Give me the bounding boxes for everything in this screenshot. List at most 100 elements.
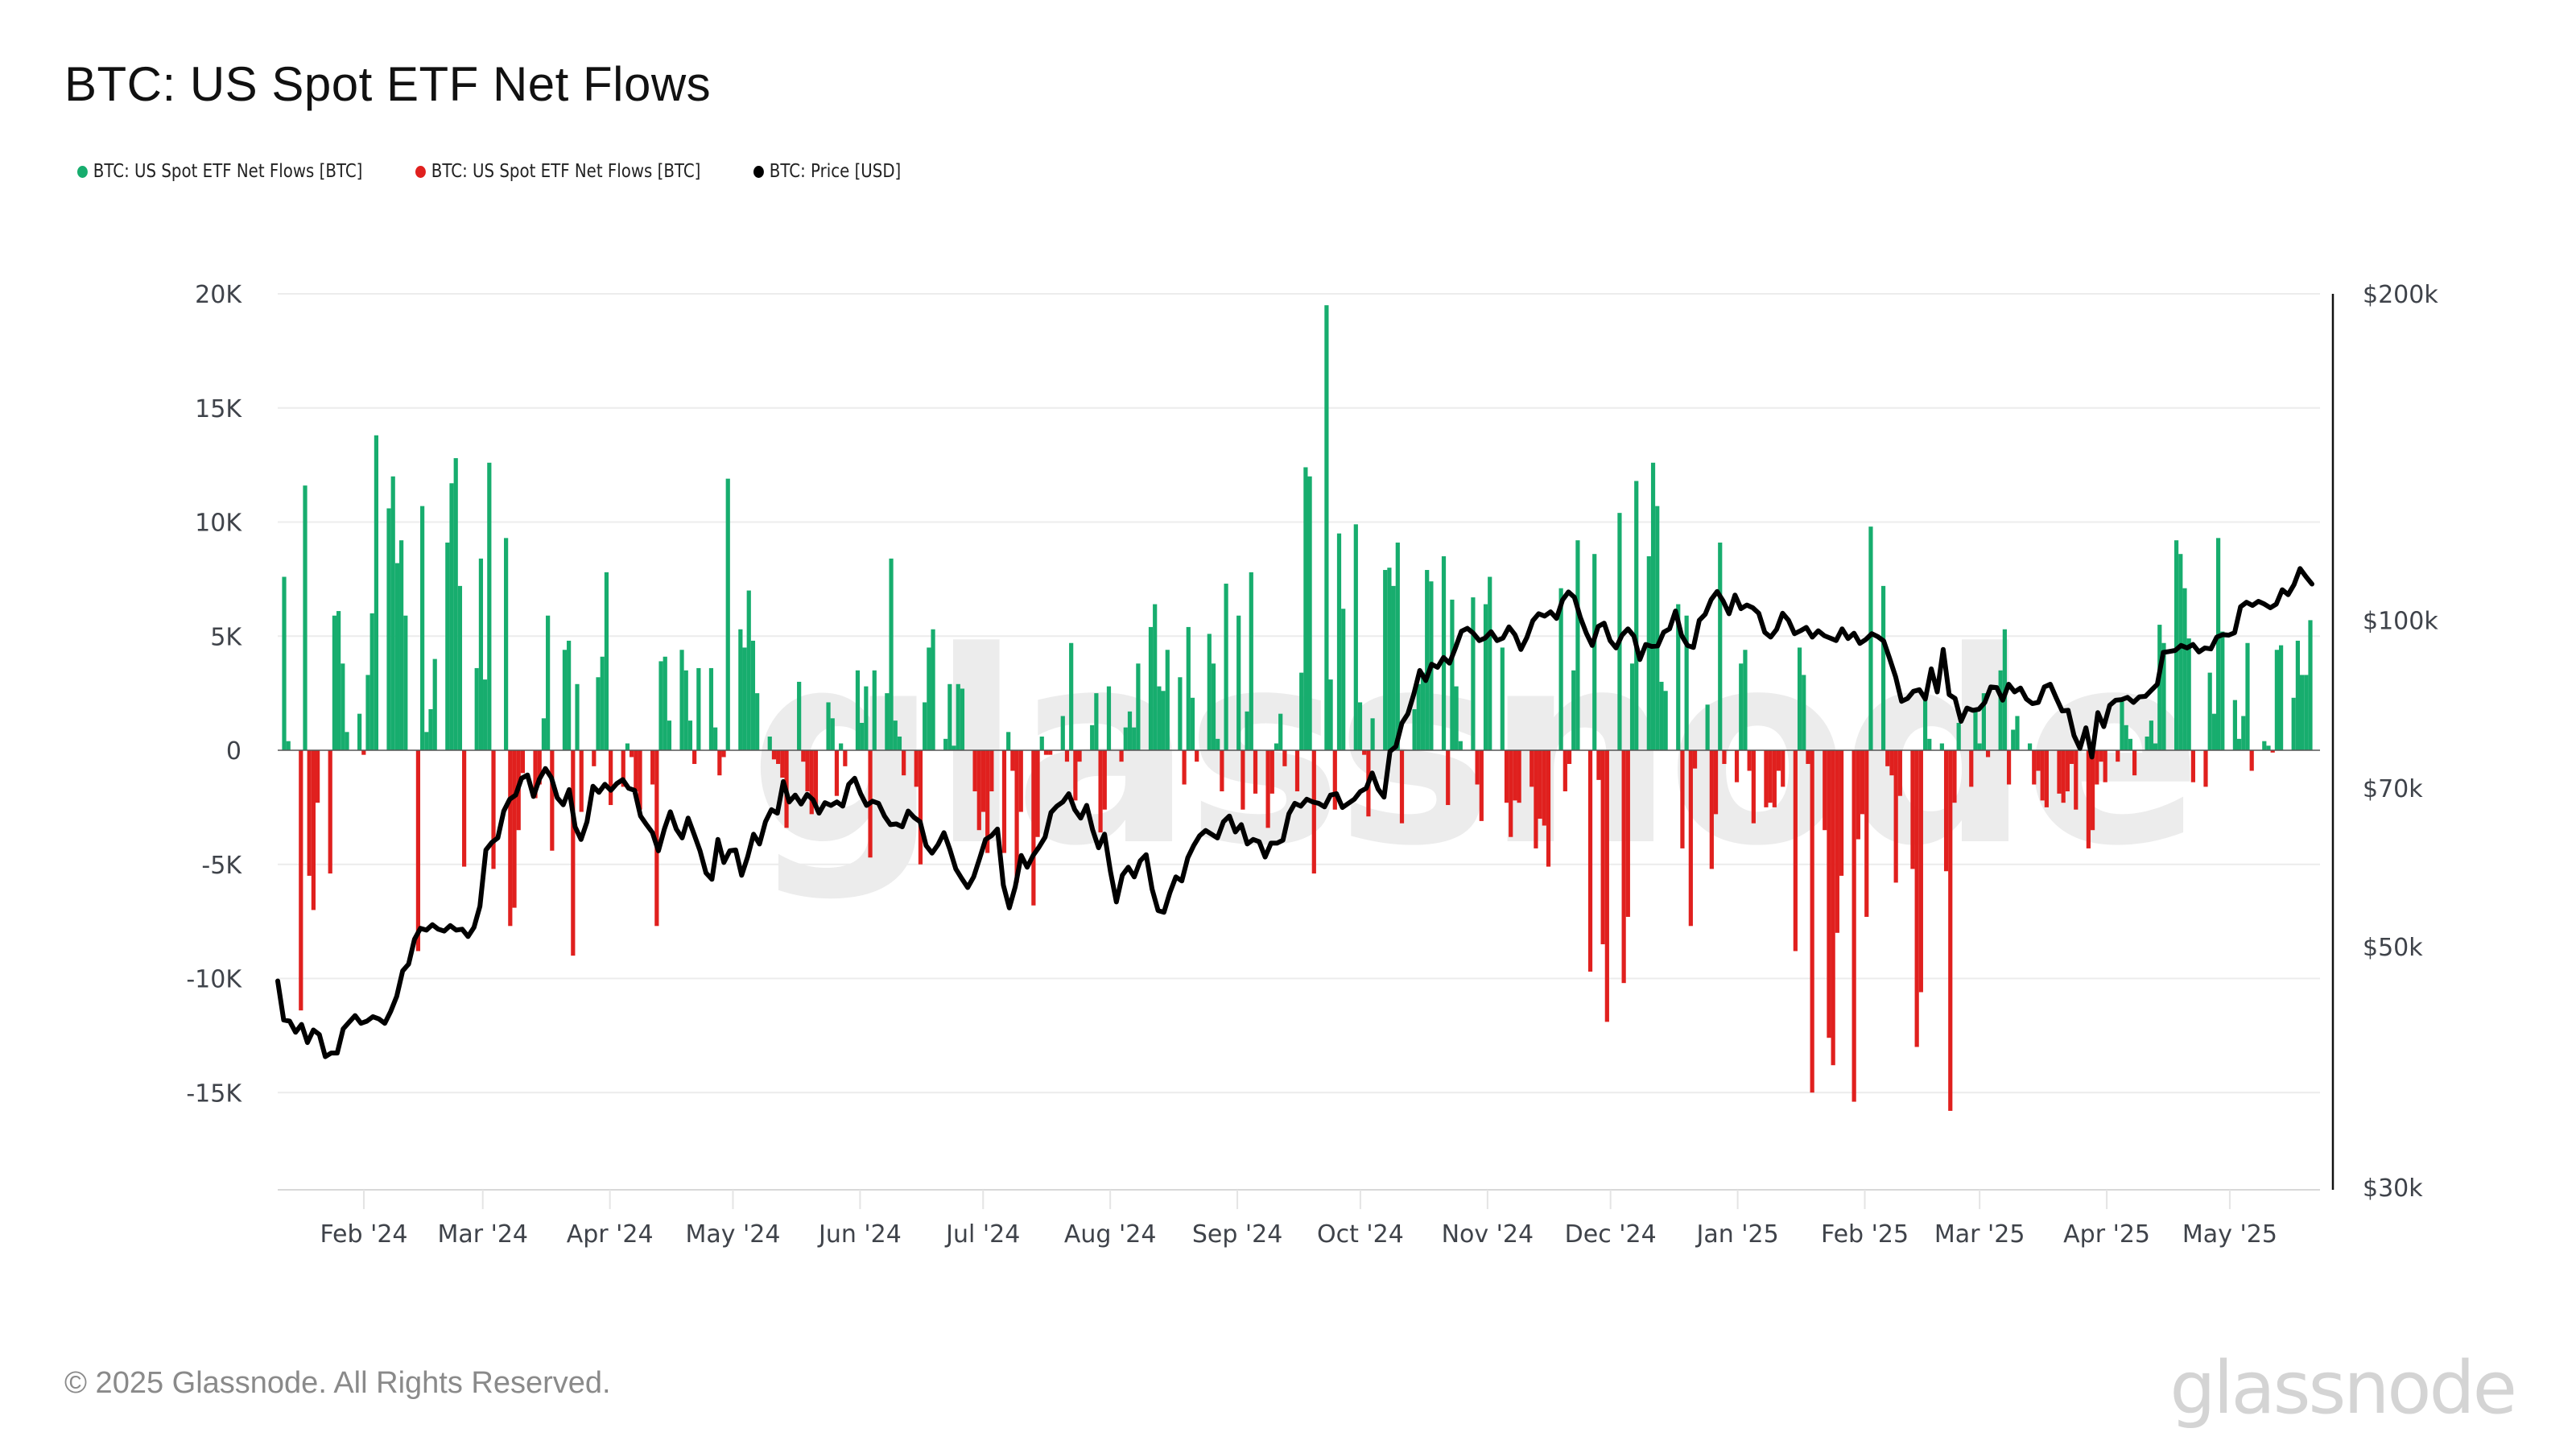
- inflow-bar: [755, 693, 760, 750]
- inflow-bar: [1245, 711, 1249, 750]
- outflow-bar: [592, 750, 597, 766]
- outflow-bar: [1475, 750, 1480, 785]
- inflow-bar: [687, 720, 693, 750]
- outflow-bar: [1768, 750, 1773, 803]
- outflow-bar: [2132, 750, 2137, 776]
- inflow-bar: [1307, 476, 1312, 750]
- right-axis-labels: $200k $100k $70k $50k $30k: [2363, 281, 2438, 1203]
- inflow-bar: [943, 738, 948, 750]
- inflow-bar: [839, 743, 844, 750]
- outflow-bar: [972, 750, 977, 792]
- inflow-bar: [596, 677, 601, 750]
- inflow-bar: [2232, 700, 2237, 750]
- outflow-bar: [1793, 750, 1798, 952]
- inflow-bar: [1676, 604, 1681, 750]
- inflow-bar: [2149, 720, 2153, 750]
- inflow-bar: [1060, 716, 1065, 750]
- legend-item-outflows[interactable]: BTC: US Spot ETF Net Flows [BTC]: [415, 161, 700, 182]
- outflow-bar: [2203, 750, 2208, 787]
- inflow-bar: [2124, 724, 2128, 750]
- outflow-bar: [2074, 750, 2079, 810]
- inflow-bar: [1236, 615, 1241, 750]
- inflow-bar: [1663, 691, 1668, 750]
- outflow-bar: [776, 750, 781, 765]
- outflow-bar: [1893, 750, 1898, 883]
- inflow-bar: [742, 647, 747, 750]
- inflow-bar: [2304, 675, 2309, 750]
- inflow-bar: [1165, 650, 1170, 750]
- inflow-bar: [658, 661, 663, 750]
- inflow-bar: [708, 667, 714, 750]
- outflow-bar: [902, 750, 906, 776]
- inflow-bar: [1441, 556, 1447, 750]
- outflow-bar: [1897, 750, 1902, 796]
- outflow-bar: [1534, 750, 1538, 848]
- inflow-bar: [1324, 305, 1329, 750]
- inflow-bar: [2120, 697, 2124, 750]
- outflow-bar: [1772, 750, 1777, 807]
- outflow-bar: [1182, 750, 1187, 785]
- inflow-bar: [1190, 697, 1195, 750]
- inflow-bar: [1391, 585, 1396, 750]
- inflow-bar: [541, 718, 547, 750]
- inflow-bar: [365, 675, 370, 750]
- inflow-bar: [2215, 538, 2221, 750]
- legend-label-price: BTC: Price [USD]: [769, 161, 902, 182]
- x-tick-label: May '25: [2182, 1220, 2277, 1249]
- outflow-bar: [2065, 750, 2070, 792]
- outflow-bar: [533, 750, 538, 799]
- inflow-bar: [1207, 634, 1212, 750]
- inflow-bar: [2207, 672, 2212, 750]
- y-left-tick-label: -15K: [186, 1080, 242, 1108]
- legend-item-inflows[interactable]: BTC: US Spot ETF Net Flows [BTC]: [77, 161, 362, 182]
- inflow-bar: [604, 572, 609, 750]
- outflow-bar: [1546, 750, 1551, 867]
- inflow-bar: [1412, 708, 1417, 750]
- inflow-bar: [1303, 467, 1308, 750]
- outflow-bar: [1831, 750, 1835, 1066]
- inflow-bar: [282, 576, 287, 750]
- outflow-bar: [1035, 750, 1040, 837]
- inflow-bar: [1387, 568, 1392, 750]
- outflow-bar: [1098, 750, 1103, 833]
- inflow-bar: [1454, 686, 1459, 750]
- inflow-bar: [1357, 702, 1363, 750]
- inflow-bar: [767, 736, 772, 750]
- outflow-bar: [1399, 750, 1405, 824]
- inflow-bar: [1278, 713, 1283, 750]
- x-tick-label: Nov '24: [1442, 1220, 1534, 1249]
- inflow-bar: [2308, 620, 2313, 750]
- inflow-bar: [1880, 585, 1886, 750]
- y-left-tick-label: 15K: [195, 395, 242, 423]
- inflow-bar: [453, 458, 458, 750]
- inflow-bar: [960, 688, 965, 750]
- inflow-bar: [2236, 738, 2242, 750]
- inflow-bar: [1458, 741, 1463, 750]
- inflow-bar: [2145, 736, 2149, 750]
- outflow-bar: [801, 750, 806, 762]
- price-line: [275, 566, 2314, 1059]
- inflow-bar: [1471, 597, 1476, 750]
- inflow-bar: [679, 650, 684, 750]
- outflow-bar: [1827, 750, 1831, 1038]
- outflow-bar: [571, 750, 576, 956]
- inflow-bar: [1224, 584, 1228, 750]
- inflow-bar: [1211, 663, 1216, 750]
- outflow-bar: [809, 750, 814, 815]
- x-gridlines: [362, 1190, 2231, 1209]
- outflow-bar: [1269, 750, 1274, 794]
- inflow-bar: [2178, 554, 2183, 750]
- outflow-bar: [520, 750, 526, 774]
- outflow-bar: [2069, 750, 2074, 765]
- inflow-bar: [1450, 599, 1455, 750]
- inflow-bar: [713, 727, 718, 750]
- copyright-text: © 2025 Glassnode. All Rights Reserved.: [64, 1366, 611, 1400]
- inflow-bar: [303, 485, 308, 750]
- glassnode-logo[interactable]: glassnode: [2169, 1346, 2517, 1430]
- inflow-bar: [474, 667, 479, 750]
- legend-item-price[interactable]: BTC: Price [USD]: [753, 161, 901, 182]
- inflow-bar: [826, 702, 831, 750]
- x-tick-label: Jan '25: [1695, 1220, 1778, 1249]
- inflow-bar: [394, 563, 400, 750]
